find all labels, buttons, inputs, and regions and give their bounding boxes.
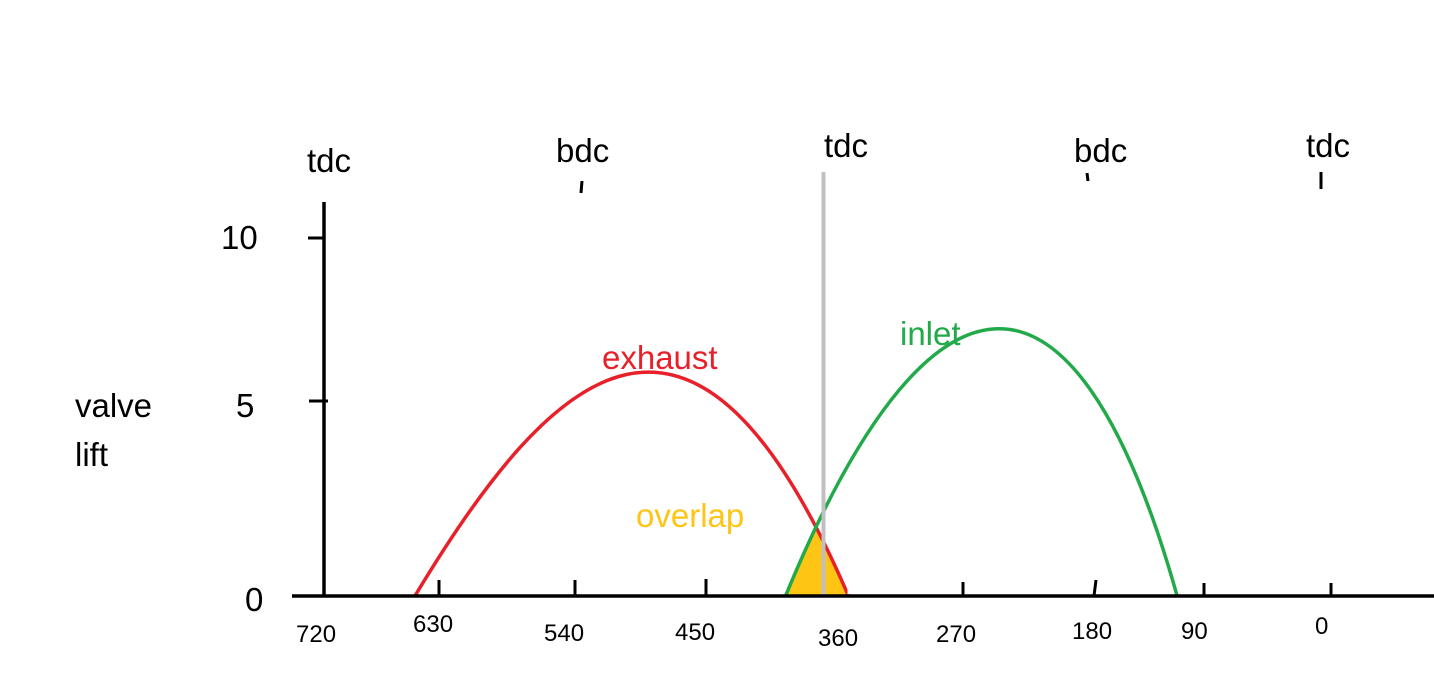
top-marker-tick-bdc-540 — [579, 180, 584, 194]
top-marker-label-bdc-180: bdc — [1074, 132, 1127, 169]
x-tick-label-450: 450 — [675, 619, 715, 646]
top-marker-label-bdc-540: bdc — [556, 132, 609, 169]
x-tick-label-90: 90 — [1181, 618, 1208, 645]
y-axis-label-line-2: lift — [75, 436, 108, 473]
exhaust-curve — [413, 370, 851, 597]
top-marker-label-tdc-720: tdc — [307, 142, 351, 179]
x-tick-label-180: 180 — [1072, 618, 1112, 645]
top-marker-label-tdc-360: tdc — [824, 127, 868, 164]
overlap-area — [785, 527, 849, 596]
x-tick-mark-180 — [1092, 579, 1098, 597]
y-tick-label-0: 0 — [245, 581, 263, 618]
overlap-label: overlap — [636, 497, 744, 534]
y-axis-label-line-1: valve — [75, 387, 152, 424]
y-tick-label-5: 5 — [236, 387, 254, 424]
top-marker-tick-bdc-180 — [1085, 172, 1090, 182]
top-marker-label-tdc-0: tdc — [1306, 127, 1350, 164]
x-tick-label-540: 540 — [544, 620, 584, 647]
x-tick-label-0: 0 — [1315, 613, 1328, 640]
y-tick-label-10: 10 — [221, 219, 258, 256]
x-tick-label-270: 270 — [936, 621, 976, 648]
x-tick-label-720: 720 — [296, 621, 336, 648]
x-tick-label-630: 630 — [413, 611, 453, 638]
inlet-curve — [783, 326, 1179, 597]
x-tick-label-360: 360 — [818, 625, 858, 652]
exhaust-label: exhaust — [602, 339, 718, 376]
inlet-label: inlet — [900, 315, 961, 352]
